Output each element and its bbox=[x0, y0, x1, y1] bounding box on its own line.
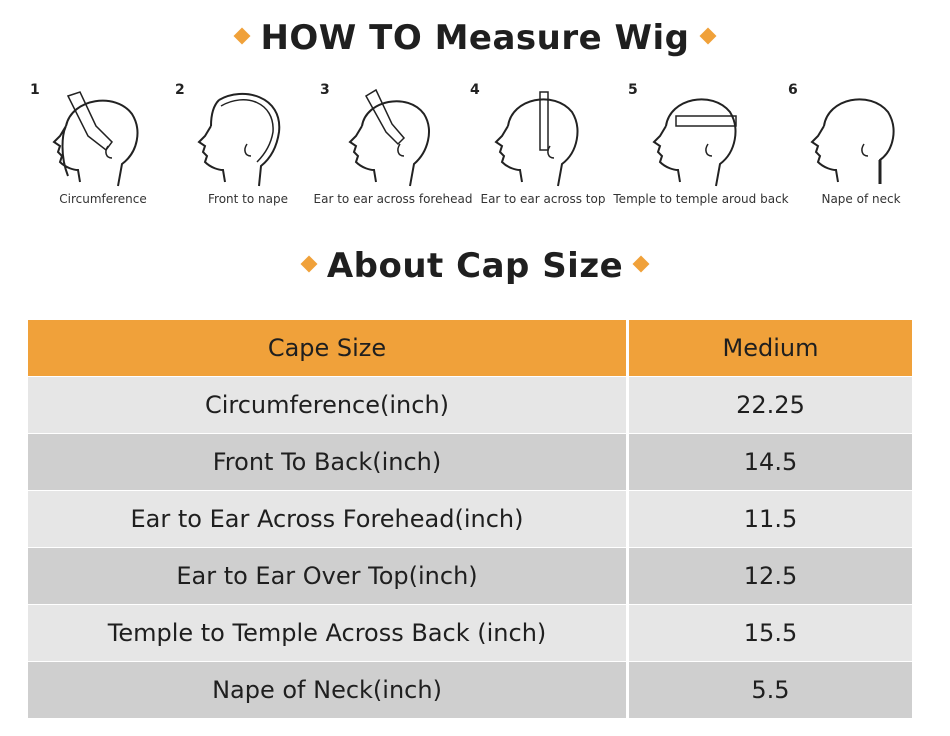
table-header-row: Cape Size Medium bbox=[28, 320, 912, 376]
row-label: Circumference(inch) bbox=[28, 376, 629, 433]
row-label: Front To Back(inch) bbox=[28, 433, 629, 490]
table-row: Nape of Neck(inch) 5.5 bbox=[28, 661, 912, 718]
measure-title-text: HOW TO Measure Wig bbox=[260, 18, 690, 58]
head-ear-to-ear-forehead-icon bbox=[348, 88, 430, 187]
diamond-icon bbox=[699, 27, 717, 44]
row-label: Ear to Ear Across Forehead(inch) bbox=[28, 490, 629, 547]
step-6: 6 Nape of neck bbox=[786, 82, 936, 212]
step-4: 4 Ear to ear across top bbox=[468, 82, 618, 212]
step-number: 3 bbox=[320, 82, 330, 98]
step-caption: Temple to temple aroud back bbox=[613, 192, 789, 206]
row-value: 14.5 bbox=[629, 433, 912, 490]
table-row: Ear to Ear Over Top(inch) 12.5 bbox=[28, 547, 912, 604]
diamond-icon bbox=[632, 255, 650, 272]
diamond-icon bbox=[233, 27, 251, 44]
step-2: 2 Front to nape bbox=[173, 82, 323, 212]
step-caption: Front to nape bbox=[208, 192, 288, 206]
row-value: 22.25 bbox=[629, 376, 912, 433]
row-value: 12.5 bbox=[629, 547, 912, 604]
row-label: Nape of Neck(inch) bbox=[28, 661, 629, 718]
cap-size-title: About Cap Size bbox=[0, 246, 950, 286]
step-number: 1 bbox=[30, 82, 40, 98]
step-caption: Nape of neck bbox=[821, 192, 901, 206]
row-value: 11.5 bbox=[629, 490, 912, 547]
step-5: 5 Temple to temple aroud back bbox=[613, 82, 788, 212]
head-circumference-icon bbox=[52, 91, 139, 187]
table-row: Front To Back(inch) 14.5 bbox=[28, 433, 912, 490]
step-number: 2 bbox=[175, 82, 185, 98]
head-nape-of-neck-icon bbox=[810, 98, 895, 184]
cap-size-table: Cape Size Medium Circumference(inch) 22.… bbox=[28, 320, 912, 718]
measure-title: HOW TO Measure Wig bbox=[0, 18, 950, 58]
step-caption: Circumference bbox=[59, 192, 147, 206]
head-ear-to-ear-top-icon bbox=[494, 91, 579, 187]
step-number: 6 bbox=[788, 82, 798, 98]
row-label: Temple to Temple Across Back (inch) bbox=[28, 604, 629, 661]
column-header-medium: Medium bbox=[629, 320, 912, 376]
row-value: 5.5 bbox=[629, 661, 912, 718]
table-row: Ear to Ear Across Forehead(inch) 11.5 bbox=[28, 490, 912, 547]
step-1: 1 Circumference bbox=[28, 82, 178, 212]
step-caption: Ear to ear across top bbox=[480, 192, 606, 206]
head-temple-to-temple-icon bbox=[652, 98, 737, 187]
step-number: 5 bbox=[628, 82, 638, 98]
step-3: 3 Ear to ear across forehead bbox=[314, 82, 473, 212]
cap-size-title-text: About Cap Size bbox=[326, 246, 624, 286]
column-header-cap-size: Cape Size bbox=[28, 320, 629, 376]
table-row: Circumference(inch) 22.25 bbox=[28, 376, 912, 433]
step-caption: Ear to ear across forehead bbox=[313, 192, 473, 206]
head-front-to-nape-icon bbox=[197, 92, 281, 187]
row-value: 15.5 bbox=[629, 604, 912, 661]
row-label: Ear to Ear Over Top(inch) bbox=[28, 547, 629, 604]
measurement-illustrations: 1 Circumference 2 Front to nape 3 Ear to… bbox=[28, 82, 908, 212]
step-number: 4 bbox=[470, 82, 480, 98]
diamond-icon bbox=[300, 255, 318, 272]
table-row: Temple to Temple Across Back (inch) 15.5 bbox=[28, 604, 912, 661]
